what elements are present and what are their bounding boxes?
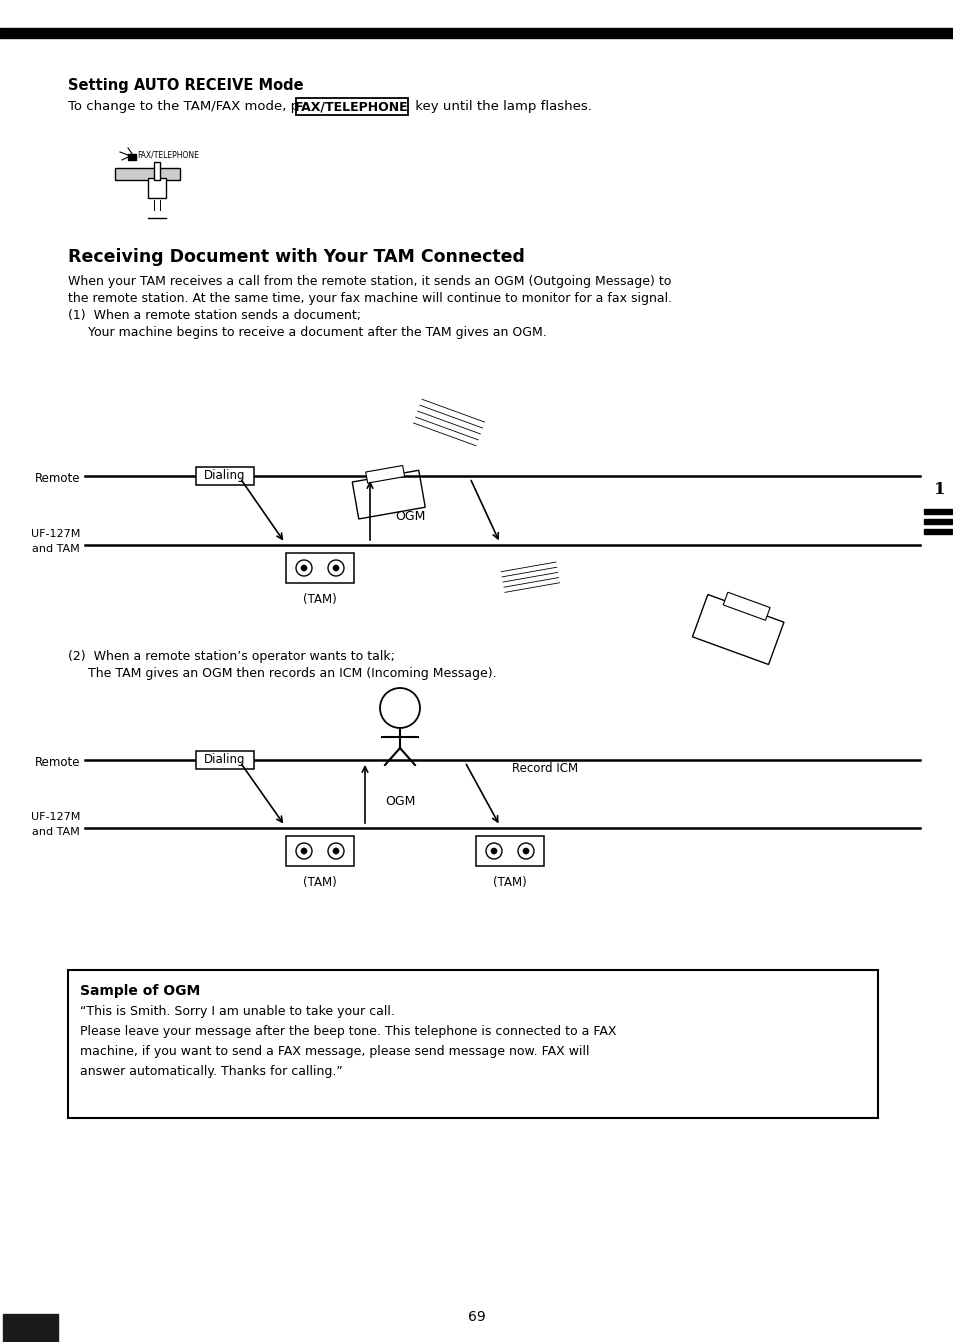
Bar	[476, 836, 543, 866]
Text: machine, if you want to send a FAX message, please send message now. FAX will: machine, if you want to send a FAX messa…	[80, 1045, 589, 1057]
Text: and TAM: and TAM	[32, 544, 80, 554]
Text: UF-127M: UF-127M	[30, 812, 80, 823]
Text: the remote station. At the same time, your fax machine will continue to monitor : the remote station. At the same time, yo…	[68, 293, 672, 305]
Text: Dialing: Dialing	[204, 470, 246, 483]
Bar	[286, 836, 354, 866]
Bar	[692, 595, 783, 664]
Circle shape	[379, 688, 419, 727]
Text: (1)  When a remote station sends a document;: (1) When a remote station sends a docume…	[68, 309, 360, 322]
Bar	[286, 553, 354, 582]
Text: Setting AUTO RECEIVE Mode: Setting AUTO RECEIVE Mode	[68, 78, 303, 93]
Text: When your TAM receives a call from the remote station, it sends an OGM (Outgoing: When your TAM receives a call from the r…	[68, 275, 671, 289]
Bar	[923, 509, 951, 514]
Text: “This is Smith. Sorry I am unable to take your call.: “This is Smith. Sorry I am unable to tak…	[80, 1005, 395, 1019]
Circle shape	[301, 565, 307, 570]
Circle shape	[522, 848, 529, 854]
Text: Receiving Document with Your TAM Connected: Receiving Document with Your TAM Connect…	[68, 248, 524, 266]
Bar	[153, 162, 160, 180]
Bar	[365, 466, 404, 483]
Text: (TAM): (TAM)	[493, 876, 526, 888]
Text: OGM: OGM	[395, 510, 425, 523]
Text: answer automatically. Thanks for calling.”: answer automatically. Thanks for calling…	[80, 1066, 342, 1078]
Circle shape	[295, 560, 312, 576]
Text: Your machine begins to receive a document after the TAM gives an OGM.: Your machine begins to receive a documen…	[68, 326, 546, 340]
Text: Record ICM: Record ICM	[512, 762, 578, 774]
Text: Remote: Remote	[34, 757, 80, 769]
Bar	[923, 519, 951, 523]
Bar	[3, 1314, 58, 1342]
Bar	[0, 28, 953, 38]
Text: (TAM): (TAM)	[303, 876, 336, 888]
Circle shape	[328, 560, 344, 576]
Text: Dialing: Dialing	[204, 753, 246, 766]
Text: Sample of OGM: Sample of OGM	[80, 984, 200, 998]
Text: To change to the TAM/FAX mode, press the: To change to the TAM/FAX mode, press the	[68, 101, 356, 113]
Text: The TAM gives an OGM then records an ICM (Incoming Message).: The TAM gives an OGM then records an ICM…	[68, 667, 497, 680]
Text: (TAM): (TAM)	[303, 593, 336, 607]
Text: UF-127M: UF-127M	[30, 529, 80, 539]
Bar	[195, 752, 253, 769]
Bar	[115, 168, 180, 180]
Circle shape	[491, 848, 497, 854]
Bar	[148, 178, 166, 199]
Bar	[68, 970, 877, 1118]
Text: Please leave your message after the beep tone. This telephone is connected to a : Please leave your message after the beep…	[80, 1025, 616, 1037]
Bar	[295, 98, 408, 115]
Text: key until the lamp flashes.: key until the lamp flashes.	[411, 101, 591, 113]
Text: 69: 69	[468, 1310, 485, 1325]
Circle shape	[295, 843, 312, 859]
Bar	[722, 592, 769, 620]
Bar	[352, 470, 425, 519]
Text: (2)  When a remote station’s operator wants to talk;: (2) When a remote station’s operator wan…	[68, 650, 395, 663]
Circle shape	[333, 848, 338, 854]
Text: FAX/TELEPHONE: FAX/TELEPHONE	[137, 152, 198, 160]
Text: 1: 1	[933, 482, 944, 498]
Circle shape	[301, 848, 307, 854]
Circle shape	[517, 843, 534, 859]
Bar	[195, 467, 253, 484]
Text: Remote: Remote	[34, 472, 80, 486]
Bar	[923, 529, 951, 534]
Bar	[128, 154, 136, 160]
Text: OGM: OGM	[385, 794, 415, 808]
Text: and TAM: and TAM	[32, 827, 80, 837]
Text: FAX/TELEPHONE: FAX/TELEPHONE	[294, 101, 409, 114]
Circle shape	[328, 843, 344, 859]
Circle shape	[485, 843, 501, 859]
Circle shape	[333, 565, 338, 570]
